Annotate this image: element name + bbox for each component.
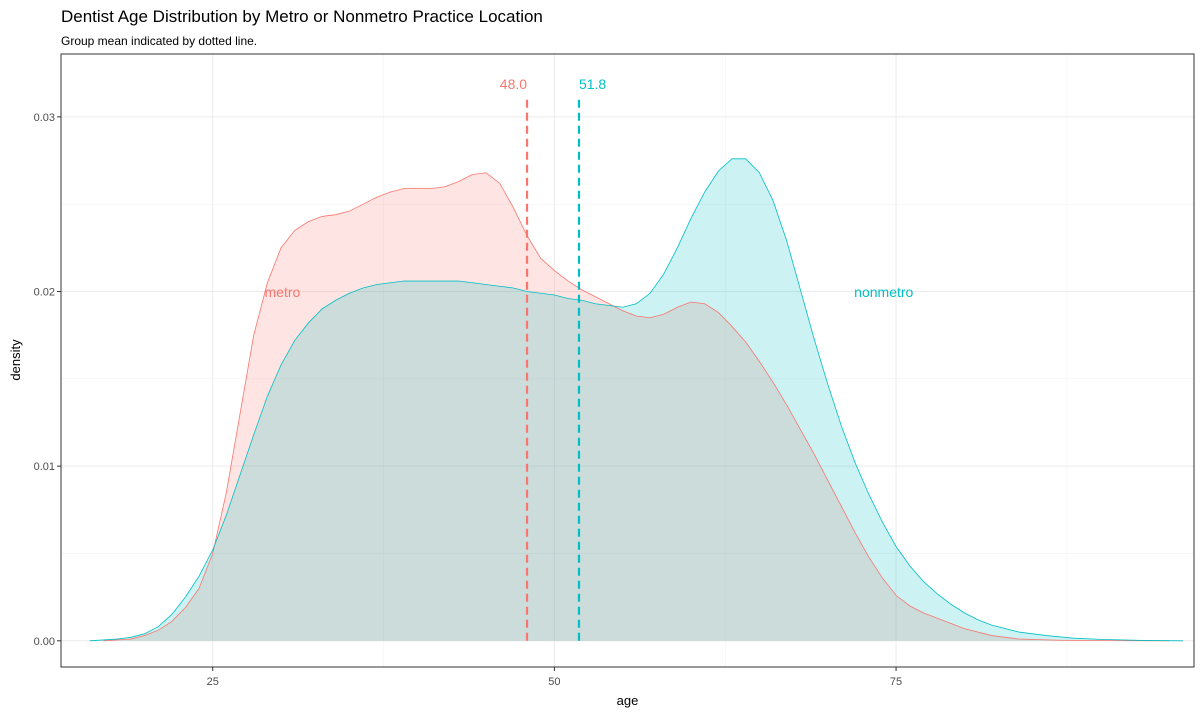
plot-panel-background [61, 54, 1194, 667]
mean-label-nonmetro: 51.8 [579, 76, 606, 92]
x-tick-label: 50 [548, 676, 560, 688]
density-areas [89, 158, 1184, 641]
density-outline-nonmetro [89, 158, 1184, 642]
y-tick-label: 0.01 [34, 461, 55, 473]
density-area-metro [103, 172, 1170, 641]
y-axis-title: density [8, 339, 23, 381]
y-tick-label: 0.00 [34, 636, 55, 648]
chart-subtitle: Group mean indicated by dotted line. [61, 34, 257, 48]
series-label-metro: metro [265, 284, 301, 300]
series-label-nonmetro: nonmetro [854, 284, 913, 300]
annotations: 48.0 metro 51.8 nonmetro [265, 76, 914, 300]
density-area-nonmetro [89, 158, 1184, 641]
y-tick-label: 0.02 [34, 287, 55, 299]
x-tick-label: 25 [207, 676, 219, 688]
x-axis-title: age [617, 693, 639, 708]
y-tick-label: 0.03 [34, 112, 55, 124]
plot-panel-border [60, 53, 1195, 668]
density-outline-metro [103, 172, 1170, 642]
axes: 25 50 75 0.00 0.01 0.02 0.03 [34, 112, 903, 688]
density-outlines [89, 158, 1184, 642]
x-tick-label: 75 [890, 676, 902, 688]
mean-label-metro: 48.0 [500, 76, 527, 92]
chart-title: Dentist Age Distribution by Metro or Non… [61, 7, 543, 26]
grid-lines [61, 54, 1194, 667]
